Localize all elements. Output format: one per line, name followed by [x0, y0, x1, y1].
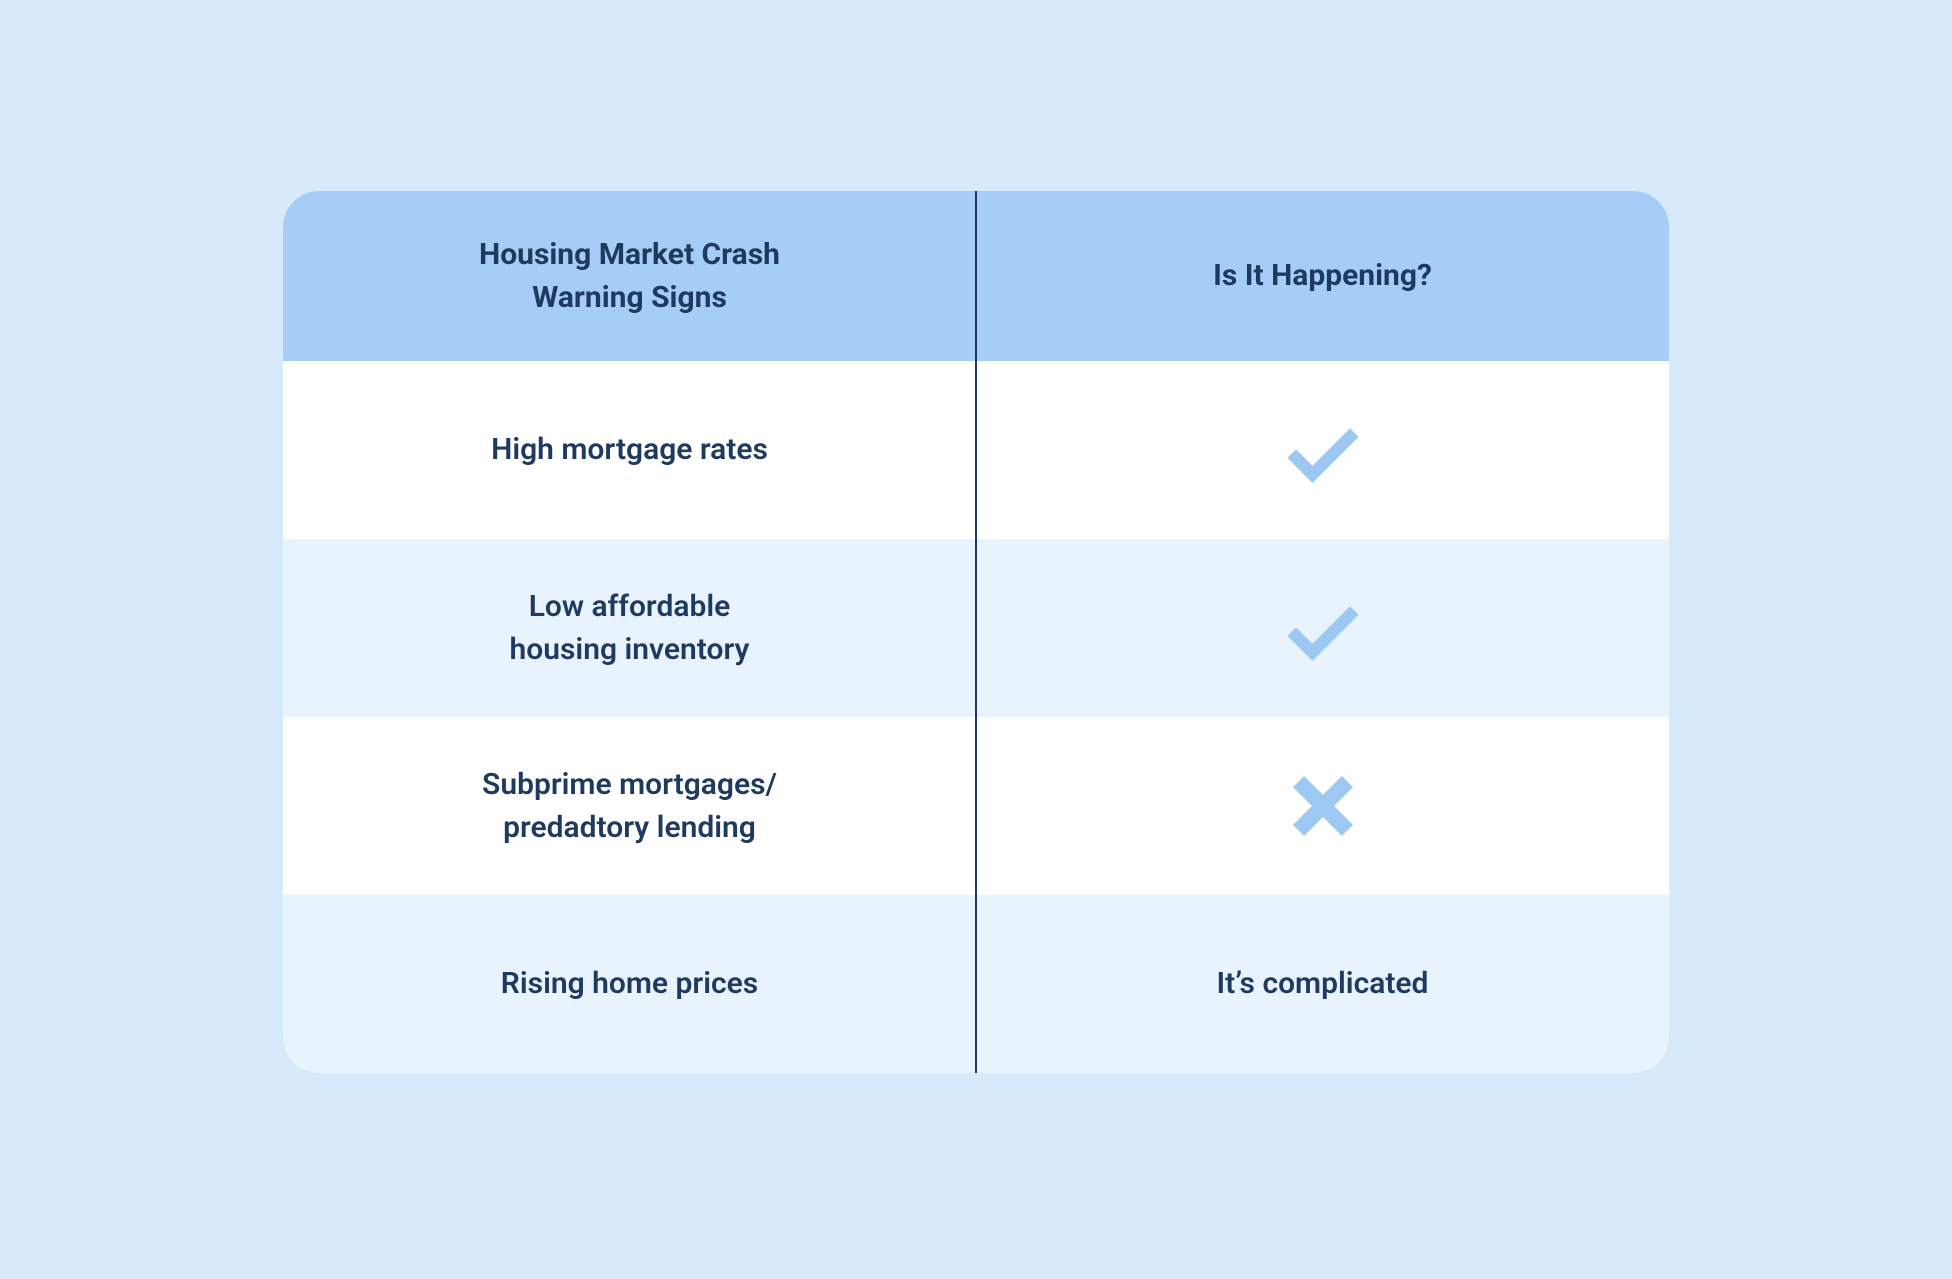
status-cell — [976, 361, 1669, 539]
check-icon — [1278, 583, 1368, 673]
warning-sign-cell: High mortgage rates — [283, 361, 976, 539]
column-header: Housing Market CrashWarning Signs — [283, 191, 976, 361]
check-icon — [1278, 405, 1368, 495]
warning-sign-cell: Subprime mortgages/predadtory lending — [283, 717, 976, 895]
column-header: Is It Happening? — [976, 191, 1669, 361]
status-cell — [976, 717, 1669, 895]
warning-signs-table: Housing Market CrashWarning SignsIs It H… — [283, 191, 1669, 1073]
column-divider — [975, 191, 977, 1073]
warning-sign-cell: Low affordablehousing inventory — [283, 539, 976, 717]
status-cell — [976, 539, 1669, 717]
status-cell: It’s complicated — [976, 895, 1669, 1073]
cross-icon — [1287, 770, 1359, 842]
warning-sign-cell: Rising home prices — [283, 895, 976, 1073]
infographic-canvas: Housing Market CrashWarning SignsIs It H… — [208, 136, 1744, 1143]
